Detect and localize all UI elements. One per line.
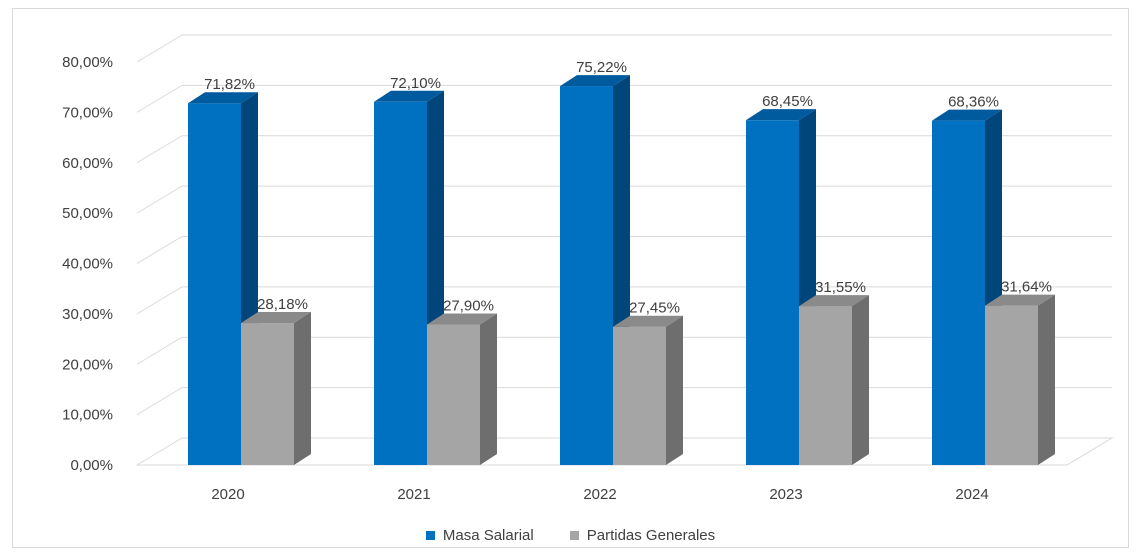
x-tick-label: 2020	[211, 486, 244, 503]
bar-partidas-generales	[427, 324, 480, 465]
gridline-diagonal	[136, 84, 183, 113]
bar-masa-salarial-top	[932, 109, 1002, 121]
y-tick-label: 30,00%	[62, 306, 113, 323]
gridline-diagonal	[136, 387, 183, 416]
data-label: 31,64%	[1001, 279, 1052, 296]
x-tick-label: 2022	[583, 486, 616, 503]
bar-masa-salarial-top	[188, 92, 258, 104]
legend-swatch-partidas-generales	[569, 530, 579, 540]
data-label: 68,45%	[762, 93, 813, 110]
bar-masa-salarial	[188, 103, 241, 465]
bar-partidas-generales	[799, 306, 852, 465]
data-label: 27,90%	[443, 297, 494, 314]
bar-partidas-generales	[613, 326, 666, 465]
gridline-diagonal	[136, 185, 183, 214]
bar-partidas-generales-side	[852, 295, 869, 465]
data-label: 71,82%	[204, 76, 255, 93]
chart-legend: Masa Salarial Partidas Generales	[0, 524, 1141, 546]
bar-partidas-generales-top	[985, 294, 1055, 306]
bar-masa-salarial	[746, 120, 799, 465]
data-label: 27,45%	[629, 300, 680, 317]
bar-masa-salarial-top	[374, 90, 444, 102]
y-tick-label: 10,00%	[62, 407, 113, 424]
gridline-diagonal	[136, 236, 183, 264]
bar-partidas-generales	[241, 323, 294, 465]
data-label: 28,18%	[257, 296, 308, 313]
y-tick-label: 50,00%	[62, 205, 113, 222]
gridline-diagonal	[136, 34, 183, 63]
y-tick-label: 80,00%	[62, 54, 113, 71]
x-tick-label: 2023	[769, 486, 802, 503]
y-tick-label: 0,00%	[70, 457, 113, 474]
bar-masa-salarial	[560, 86, 613, 465]
bar-partidas-generales-top	[241, 312, 311, 324]
x-tick-label: 2021	[397, 486, 430, 503]
gridline-diagonal	[136, 336, 183, 365]
bar-partidas-generales-side	[480, 313, 497, 465]
data-label: 31,55%	[815, 279, 866, 296]
gridline-diagonal	[136, 135, 183, 164]
bar-partidas-generales-top	[613, 315, 683, 327]
bar-masa-salarial-top	[560, 75, 630, 87]
gridline-diagonal	[136, 286, 183, 315]
bar-partidas-generales-side	[294, 312, 311, 465]
y-tick-label: 70,00%	[62, 104, 113, 121]
bar-partidas-generales-side	[666, 315, 683, 465]
y-tick-label: 20,00%	[62, 356, 113, 373]
data-label: 68,36%	[948, 94, 999, 111]
legend-item-masa-salarial: Masa Salarial	[425, 526, 534, 544]
bar-partidas-generales-top	[799, 295, 869, 307]
data-label: 72,10%	[390, 75, 441, 92]
legend-label-partidas-generales: Partidas Generales	[586, 526, 716, 544]
legend-item-partidas-generales: Partidas Generales	[569, 526, 716, 544]
bar-partidas-generales	[985, 305, 1038, 465]
y-tick-label: 40,00%	[62, 256, 113, 273]
bar-partidas-generales-top	[427, 313, 497, 325]
x-tick-label: 2024	[955, 486, 988, 503]
bar-partidas-generales-side	[1038, 294, 1055, 465]
legend-label-masa-salarial: Masa Salarial	[442, 526, 534, 544]
legend-swatch-masa-salarial	[425, 530, 435, 540]
bar-masa-salarial-top	[746, 109, 816, 121]
bar-masa-salarial	[374, 101, 427, 465]
bar-masa-salarial	[932, 120, 985, 465]
data-label: 75,22%	[576, 59, 627, 76]
y-tick-label: 60,00%	[62, 155, 113, 172]
